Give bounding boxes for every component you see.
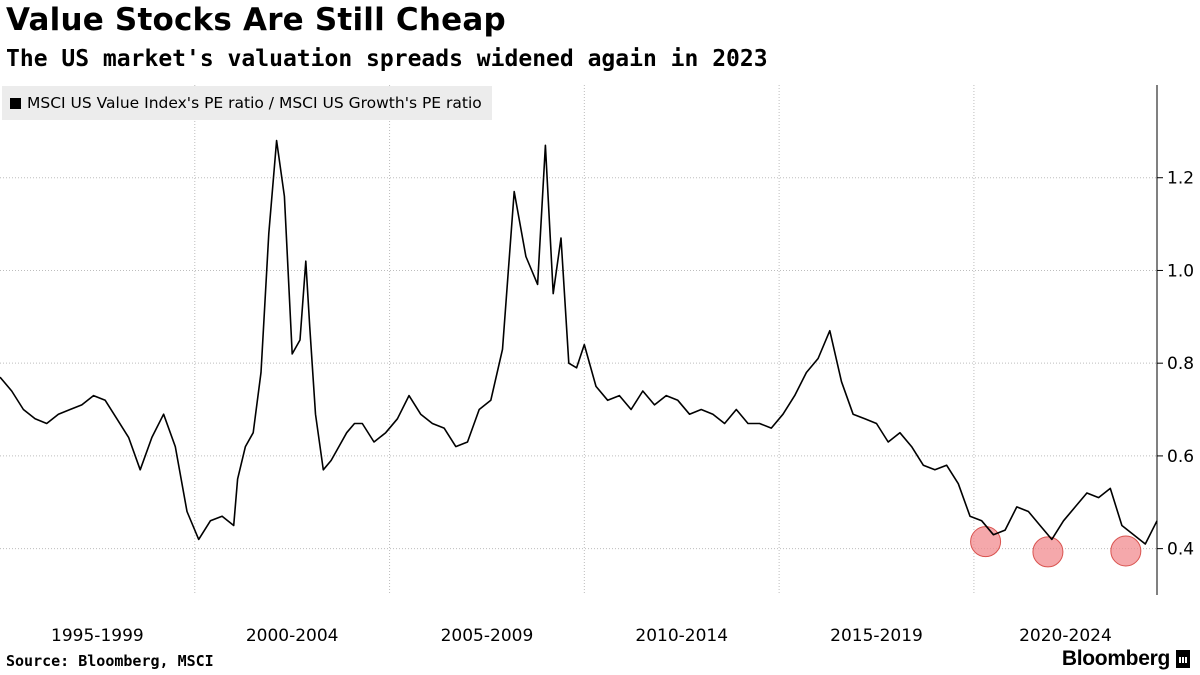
brand-logo: Bloomberg xyxy=(1062,647,1190,671)
legend-swatch xyxy=(10,97,21,109)
highlight-circle xyxy=(970,526,1002,558)
y-tick-label: 1.2 xyxy=(1167,169,1194,189)
brand-name: Bloomberg xyxy=(1061,647,1170,670)
chart-title: Value Stocks Are Still Cheap xyxy=(6,2,506,38)
y-tick-label: 1.0 xyxy=(1167,261,1194,281)
legend: MSCI US Value Index's PE ratio / MSCI US… xyxy=(2,86,492,120)
x-tick-label: 2010-2014 xyxy=(635,626,728,646)
x-tick-label: 2005-2009 xyxy=(441,626,534,646)
x-tick-label: 2020-2024 xyxy=(1019,626,1112,646)
highlight-circle xyxy=(1110,535,1142,567)
source-note: Source: Bloomberg, MSCI xyxy=(6,652,214,670)
x-tick-label: 2015-2019 xyxy=(830,626,923,646)
x-tick-label: 2000-2004 xyxy=(246,626,339,646)
chart-subtitle: The US market's valuation spreads widene… xyxy=(6,46,768,72)
y-tick-label: 0.8 xyxy=(1167,354,1194,374)
y-tick-label: 0.6 xyxy=(1167,447,1194,467)
highlight-circle xyxy=(1032,536,1064,568)
legend-label: MSCI US Value Index's PE ratio / MSCI US… xyxy=(27,94,482,112)
series-line xyxy=(0,139,1158,545)
x-tick-label: 1995-1999 xyxy=(51,626,144,646)
y-tick-label: 0.4 xyxy=(1167,540,1194,560)
terminal-icon xyxy=(1176,650,1190,668)
